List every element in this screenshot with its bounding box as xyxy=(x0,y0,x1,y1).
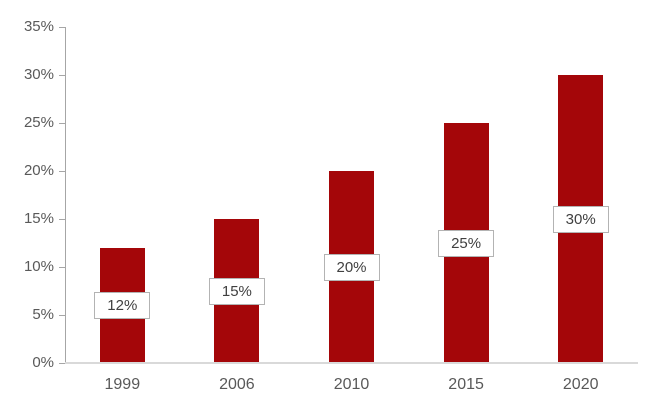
x-tick-label: 2010 xyxy=(333,376,370,393)
x-tick-label: 1999 xyxy=(104,376,141,393)
y-tick-label: 0% xyxy=(32,354,54,371)
x-tick-label: 2006 xyxy=(219,376,255,393)
y-tick-mark xyxy=(59,171,65,172)
y-tick-mark xyxy=(59,75,65,76)
x-tick-label: 2015 xyxy=(448,376,484,393)
y-tick-mark xyxy=(59,267,65,268)
x-tick-label: 2020 xyxy=(562,376,599,393)
y-tick-label: 30% xyxy=(23,66,54,83)
y-tick-mark xyxy=(59,315,65,316)
bar-value-label: 20% xyxy=(323,253,380,281)
y-tick-label: 15% xyxy=(23,210,54,227)
y-tick-label: 25% xyxy=(23,114,54,131)
y-tick-label: 5% xyxy=(32,306,54,323)
bar-value-label: 12% xyxy=(94,291,151,319)
x-axis-line xyxy=(65,362,638,364)
y-tick-mark xyxy=(59,363,65,364)
y-axis-line xyxy=(65,27,66,363)
bar-value-label: 15% xyxy=(208,277,265,305)
bar-value-label: 25% xyxy=(438,229,495,257)
y-tick-label: 10% xyxy=(23,258,54,275)
y-tick-mark xyxy=(59,123,65,124)
bar-value-label: 30% xyxy=(552,205,609,233)
y-tick-mark xyxy=(59,219,65,220)
y-tick-label: 20% xyxy=(23,162,54,179)
y-tick-label: 35% xyxy=(23,18,54,35)
y-tick-mark xyxy=(59,27,65,28)
